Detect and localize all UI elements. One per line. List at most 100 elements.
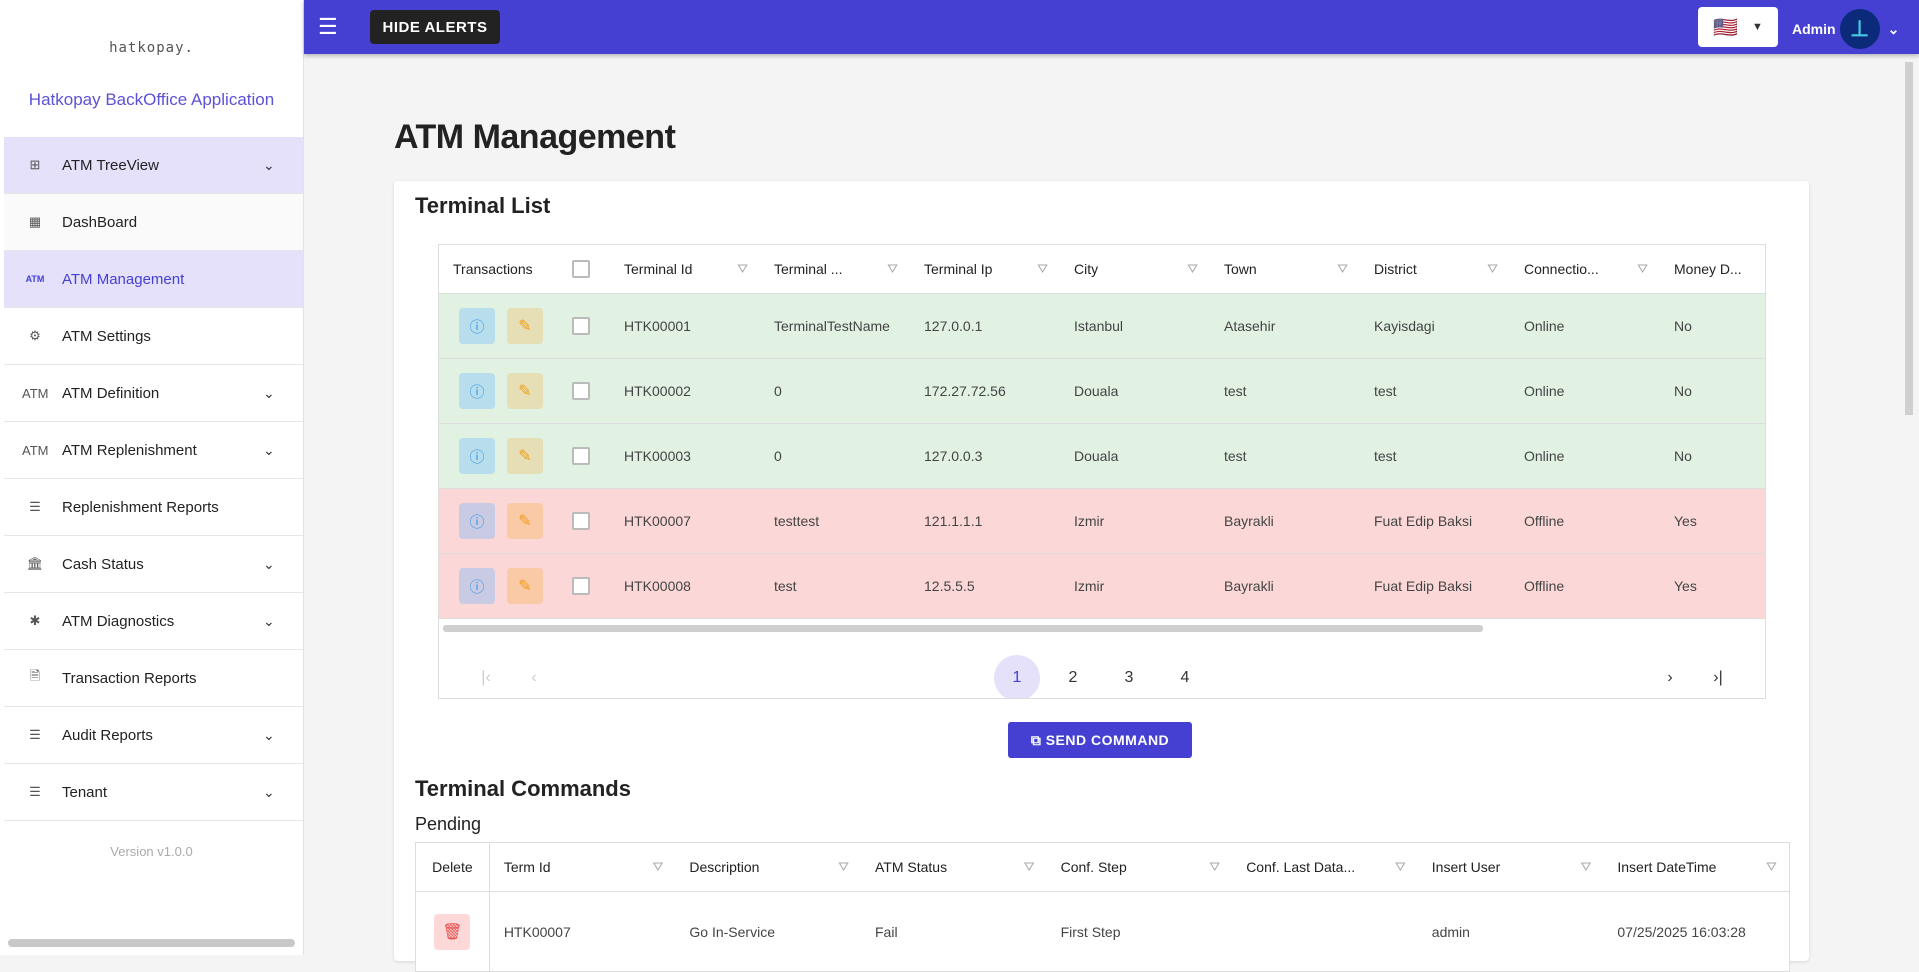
user-menu[interactable]: Admin ⊥ ⌄ bbox=[1792, 9, 1899, 49]
transactions-cell: ⓘ ✎ bbox=[439, 359, 558, 423]
filter-icon[interactable]: ⛛ bbox=[1037, 261, 1048, 276]
info-button[interactable]: ⓘ bbox=[459, 438, 495, 474]
info-button[interactable]: ⓘ bbox=[459, 308, 495, 344]
first-page-button[interactable]: |‹ bbox=[481, 669, 491, 686]
sidebar-item-atm-definition[interactable]: ATM ATM Definition ⌄ bbox=[4, 365, 303, 422]
column-header-label: Delete bbox=[432, 859, 473, 875]
menu-toggle-icon[interactable]: ☰ bbox=[318, 14, 338, 39]
send-command-button[interactable]: ⧉ SEND COMMAND bbox=[1008, 722, 1192, 758]
column-header-label: Conf. Last Data... bbox=[1246, 859, 1356, 875]
column-header[interactable]: Connectio... ⛛ bbox=[1510, 245, 1660, 293]
horizontal-scrollbar[interactable] bbox=[439, 619, 1765, 643]
delete-cell: 🗑 bbox=[416, 892, 490, 971]
filter-icon[interactable]: ⛛ bbox=[1766, 859, 1777, 874]
select-all-checkbox[interactable] bbox=[572, 260, 590, 278]
column-header[interactable]: Insert DateTime ⛛ bbox=[1603, 843, 1789, 891]
page-2-button[interactable]: 2 bbox=[1068, 669, 1078, 686]
info-button[interactable]: ⓘ bbox=[459, 373, 495, 409]
sidebar-item-label: ATM Definition bbox=[62, 384, 160, 402]
column-header-label: Connectio... bbox=[1524, 261, 1599, 277]
sidebar-item-atm-diagnostics[interactable]: ✱ ATM Diagnostics ⌄ bbox=[4, 593, 303, 650]
chevron-down-icon: ⌄ bbox=[263, 156, 275, 173]
row-checkbox[interactable] bbox=[572, 577, 590, 595]
column-header[interactable]: Conf. Step ⛛ bbox=[1047, 843, 1233, 891]
sidebar-item-atm-settings[interactable]: ⚙ ATM Settings bbox=[4, 308, 303, 365]
info-button[interactable]: ⓘ bbox=[459, 503, 495, 539]
sidebar-item-transaction-reports[interactable]: 🗎 Transaction Reports bbox=[4, 650, 303, 707]
page-scrollbar[interactable] bbox=[1905, 62, 1913, 415]
column-header[interactable]: Terminal Id ⛛ bbox=[610, 245, 760, 293]
column-header[interactable]: ATM Status ⛛ bbox=[861, 843, 1047, 891]
filter-icon[interactable]: ⛛ bbox=[1394, 859, 1406, 874]
filter-icon[interactable]: ⛛ bbox=[838, 859, 849, 874]
row-checkbox[interactable] bbox=[572, 382, 590, 400]
sidebar-item-replenishment-reports[interactable]: ☰ Replenishment Reports bbox=[4, 479, 303, 536]
delete-trash-button[interactable]: 🗑 bbox=[434, 913, 471, 950]
column-header[interactable]: Town ⛛ bbox=[1210, 245, 1360, 293]
table-cell bbox=[1232, 892, 1418, 971]
page-4-button[interactable]: 4 bbox=[1180, 669, 1190, 686]
table-row: ⓘ ✎ HTK00001 TerminalTestName 127.0.0.1 Istan… bbox=[439, 294, 1765, 359]
caret-down-icon: ▼ bbox=[1752, 21, 1763, 33]
filter-icon[interactable]: ⛛ bbox=[1580, 859, 1592, 874]
table-cell: 0 bbox=[774, 383, 782, 399]
sidebar-item-audit-reports[interactable]: ☰ Audit Reports ⌄ bbox=[4, 707, 303, 764]
sidebar-item-tenant[interactable]: ☰ Tenant ⌄ bbox=[4, 764, 303, 821]
row-checkbox[interactable] bbox=[572, 317, 590, 335]
table-cell: 127.0.0.3 bbox=[924, 448, 983, 464]
column-header[interactable]: Terminal Ip ⛛ bbox=[910, 245, 1060, 293]
filter-icon[interactable]: ⛛ bbox=[1637, 261, 1648, 276]
chevron-down-icon: ⌄ bbox=[263, 783, 275, 800]
atm-icon: ATM bbox=[22, 442, 49, 458]
column-header[interactable]: Term Id ⛛ bbox=[490, 843, 676, 891]
filter-icon[interactable]: ⛛ bbox=[652, 859, 664, 874]
column-header[interactable]: Conf. Last Data... ⛛ bbox=[1232, 843, 1418, 891]
edit-pencil-button[interactable]: ✎ bbox=[507, 503, 543, 539]
filter-icon[interactable]: ⛛ bbox=[1337, 261, 1348, 276]
sidebar-item-atm-treeview[interactable]: ⊞ ATM TreeView ⌄ bbox=[4, 137, 303, 194]
table-row: ⓘ ✎ HTK00008 test 12.5.5.5 Izmir Bayrakli Fuat … bbox=[439, 554, 1765, 619]
sidebar-item-cash-status[interactable]: 🏛 Cash Status ⌄ bbox=[4, 536, 303, 593]
column-header-label: Money D... bbox=[1674, 261, 1742, 277]
grid-header: Transactions Terminal Id ⛛ Terminal ... ⛛ Ter… bbox=[439, 245, 1765, 294]
chevron-down-icon: ⌄ bbox=[263, 441, 275, 458]
filter-icon[interactable]: ⛛ bbox=[1209, 859, 1221, 874]
filter-icon[interactable]: ⛛ bbox=[1487, 261, 1498, 276]
edit-pencil-button[interactable]: ✎ bbox=[507, 438, 543, 474]
column-header[interactable]: Terminal ... ⛛ bbox=[760, 245, 910, 293]
column-header-label: Terminal Ip bbox=[924, 261, 993, 277]
us-flag-icon: 🇺🇸 bbox=[1713, 16, 1738, 39]
column-header[interactable]: District ⛛ bbox=[1360, 245, 1510, 293]
table-cell: HTK00007 bbox=[624, 513, 691, 529]
info-button[interactable]: ⓘ bbox=[459, 568, 495, 604]
table-cell: Kayisdagi bbox=[1374, 318, 1435, 334]
row-checkbox[interactable] bbox=[572, 447, 590, 465]
sidebar-item-atm-replenishment[interactable]: ATM ATM Replenishment ⌄ bbox=[4, 422, 303, 479]
table-cell: 127.0.0.1 bbox=[924, 318, 983, 334]
hide-alerts-button[interactable]: HIDE ALERTS bbox=[370, 10, 500, 44]
column-header[interactable]: Description ⛛ bbox=[675, 843, 861, 891]
sidebar-item-atm-management[interactable]: ATM ATM Management bbox=[4, 251, 303, 308]
edit-pencil-button[interactable]: ✎ bbox=[507, 308, 543, 344]
sidebar-scrollbar[interactable] bbox=[8, 939, 295, 947]
sidebar-item-label: Tenant bbox=[62, 783, 108, 801]
bug-icon: ✱ bbox=[29, 613, 41, 628]
column-header[interactable]: Money D... bbox=[1660, 245, 1760, 293]
filter-icon[interactable]: ⛛ bbox=[737, 261, 748, 276]
sidebar-item-dashboard[interactable]: ▦ DashBoard bbox=[4, 194, 303, 251]
language-selector[interactable]: 🇺🇸 ▼ bbox=[1698, 7, 1778, 47]
filter-icon[interactable]: ⛛ bbox=[887, 261, 898, 276]
last-page-button[interactable]: ›| bbox=[1713, 669, 1723, 686]
edit-pencil-button[interactable]: ✎ bbox=[507, 568, 543, 604]
next-page-button[interactable]: › bbox=[1667, 669, 1673, 686]
filter-icon[interactable]: ⛛ bbox=[1187, 261, 1198, 276]
row-checkbox[interactable] bbox=[572, 512, 590, 530]
column-header[interactable]: Insert User ⛛ bbox=[1418, 843, 1604, 891]
column-header-label: Conf. Step bbox=[1060, 859, 1127, 875]
page-3-button[interactable]: 3 bbox=[1124, 669, 1134, 686]
prev-page-button[interactable]: ‹ bbox=[531, 669, 537, 686]
page-1-button[interactable]: 1 bbox=[994, 655, 1040, 698]
filter-icon[interactable]: ⛛ bbox=[1023, 859, 1035, 874]
column-header[interactable]: City ⛛ bbox=[1060, 245, 1210, 293]
edit-pencil-button[interactable]: ✎ bbox=[507, 373, 543, 409]
